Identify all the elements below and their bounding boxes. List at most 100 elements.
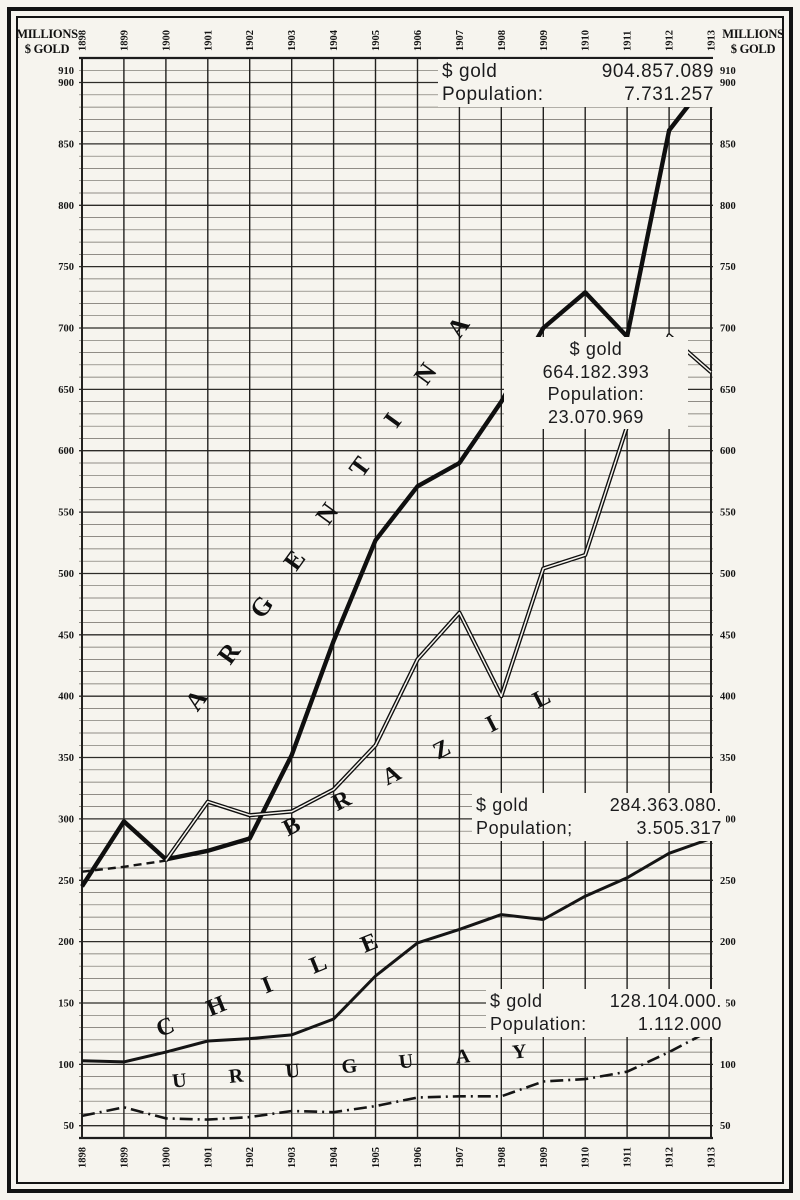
x-year-label-bottom: 1900 bbox=[161, 1147, 172, 1168]
y-tick-label-right: 300 bbox=[720, 814, 736, 825]
y-tick-label-left: 910 bbox=[58, 66, 74, 77]
x-year-label-bottom: 1902 bbox=[245, 1147, 256, 1168]
y-tick-label-left: 500 bbox=[58, 569, 74, 580]
series-line-uruguay bbox=[81, 1028, 712, 1121]
x-year-label-top: 1910 bbox=[581, 30, 592, 51]
series-label-letter-argentina: N bbox=[408, 357, 443, 389]
population-value: 3.505.317 bbox=[636, 818, 722, 838]
y-tick-label-left: 100 bbox=[58, 1060, 74, 1071]
x-year-label-top: 1911 bbox=[623, 31, 634, 51]
series-label-letter-uruguay: Y bbox=[511, 1040, 528, 1063]
y-tick-label-right: 800 bbox=[720, 201, 736, 212]
annotation-chile: $ gold 284.363.080. Population; 3.505.31… bbox=[472, 793, 726, 841]
x-year-label-top: 1909 bbox=[539, 30, 550, 51]
series-label-letter-chile: C bbox=[152, 1012, 178, 1043]
gold-label: $ gold bbox=[442, 61, 498, 82]
y-tick-label-left: 550 bbox=[58, 508, 74, 519]
x-year-label-top: 1899 bbox=[119, 30, 130, 51]
series-label-letter-uruguay: R bbox=[228, 1064, 245, 1087]
y-tick-label-left: 450 bbox=[58, 630, 74, 641]
x-year-label-bottom: 1910 bbox=[581, 1147, 592, 1168]
y-tick-label-right: 350 bbox=[720, 753, 736, 764]
y-tick-label-left: 150 bbox=[58, 999, 74, 1010]
y-tick-label-right: 650 bbox=[720, 385, 736, 396]
y-tick-label-left: 300 bbox=[58, 814, 74, 825]
annotation-argentina: $ gold 904.857.089 Population: 7.731.257 bbox=[438, 59, 718, 107]
y-tick-label-right: 700 bbox=[720, 324, 736, 335]
y-tick-label-left: 700 bbox=[58, 324, 74, 335]
y-tick-label-right: 400 bbox=[720, 692, 736, 703]
series-label-letter-brazil: Z bbox=[429, 735, 455, 765]
x-year-label-bottom: 1911 bbox=[623, 1147, 634, 1167]
series-label-letter-uruguay: U bbox=[398, 1050, 415, 1073]
x-year-label-bottom: 1912 bbox=[665, 1147, 676, 1168]
series-label-letter-brazil: L bbox=[529, 684, 555, 714]
y-tick-label-left: 750 bbox=[58, 262, 74, 273]
series-label-letter-uruguay: U bbox=[284, 1060, 301, 1083]
gold-label: $ gold bbox=[490, 991, 543, 1011]
gold-value: 284.363.080. bbox=[609, 795, 722, 815]
annotation-row: Population; 3.505.317 bbox=[476, 817, 722, 840]
x-year-label-bottom: 1898 bbox=[78, 1147, 89, 1168]
y-tick-label-right: 100 bbox=[720, 1060, 736, 1071]
series-label-letter-chile: I bbox=[258, 972, 276, 1000]
y-tick-label-right: 150 bbox=[720, 999, 736, 1010]
axis-unit-label-left: MILLIONS $ GOLD bbox=[15, 27, 79, 57]
population-label: Population: bbox=[490, 1014, 587, 1034]
y-tick-label-left: 800 bbox=[58, 201, 74, 212]
x-year-label-bottom: 1905 bbox=[371, 1147, 382, 1168]
series-label-letter-uruguay: A bbox=[454, 1045, 471, 1068]
x-year-label-bottom: 1907 bbox=[455, 1147, 466, 1168]
x-year-label-bottom: 1901 bbox=[203, 1147, 214, 1168]
series-label-letter-uruguay: G bbox=[340, 1055, 358, 1079]
series-label-letter-argentina: N bbox=[310, 497, 345, 529]
x-year-label-top: 1912 bbox=[665, 30, 676, 51]
x-year-label-top: 1907 bbox=[455, 30, 466, 51]
annotation-brazil: $ gold 664.182.393 Population: 23.070.96… bbox=[504, 337, 688, 429]
y-tick-label-right: 450 bbox=[720, 630, 736, 641]
series-line-chile bbox=[81, 837, 712, 1064]
annotation-row: $ gold 284.363.080. bbox=[476, 794, 722, 817]
axis-unit-line2: $ GOLD bbox=[730, 42, 776, 56]
series-line-brazil-inner bbox=[165, 334, 712, 862]
series-label-letter-argentina: T bbox=[343, 451, 377, 482]
annotation-row: $ gold 904.857.089 bbox=[442, 60, 714, 83]
x-year-label-top: 1908 bbox=[497, 30, 508, 51]
x-year-label-bottom: 1904 bbox=[329, 1146, 340, 1168]
series-label-letter-brazil: B bbox=[279, 812, 305, 842]
annotation-row: Population: 7.731.257 bbox=[442, 83, 714, 106]
y-tick-label-right: 550 bbox=[720, 508, 736, 519]
series-label-letter-chile: H bbox=[203, 991, 230, 1022]
y-tick-label-right: 250 bbox=[720, 876, 736, 887]
y-tick-label-right: 600 bbox=[720, 446, 736, 457]
x-year-label-top: 1903 bbox=[287, 30, 298, 51]
y-tick-label-right: 850 bbox=[720, 139, 736, 150]
axis-unit-line1: MILLIONS bbox=[16, 27, 78, 41]
x-year-label-top: 1898 bbox=[78, 30, 89, 51]
series-line-brazil-dashed bbox=[81, 859, 167, 873]
y-tick-label-left: 250 bbox=[58, 876, 74, 887]
gold-label: $ gold bbox=[569, 339, 623, 359]
gold-label: $ gold bbox=[476, 795, 529, 815]
population-label: Population: bbox=[442, 84, 544, 105]
x-year-label-bottom: 1908 bbox=[497, 1147, 508, 1168]
axis-unit-line1: MILLIONS bbox=[722, 27, 784, 41]
y-tick-label-left: 900 bbox=[58, 78, 74, 89]
y-tick-label-left: 350 bbox=[58, 753, 74, 764]
y-tick-label-right: 200 bbox=[720, 937, 736, 948]
population-value: 1.112.000 bbox=[637, 1014, 722, 1034]
y-tick-label-left: 600 bbox=[58, 446, 74, 457]
y-tick-label-left: 400 bbox=[58, 692, 74, 703]
series-label-letter-argentina: R bbox=[212, 637, 247, 669]
y-tick-label-right: 910 bbox=[720, 66, 736, 77]
x-year-label-top: 1904 bbox=[329, 29, 340, 51]
axis-unit-label-right: MILLIONS $ GOLD bbox=[721, 27, 785, 57]
series-label-letter-uruguay: U bbox=[171, 1069, 188, 1092]
gold-value: 904.857.089 bbox=[601, 61, 714, 82]
y-tick-label-left: 200 bbox=[58, 937, 74, 948]
y-tick-label-right: 500 bbox=[720, 569, 736, 580]
x-year-label-bottom: 1913 bbox=[707, 1147, 718, 1168]
x-year-label-top: 1905 bbox=[371, 30, 382, 51]
y-tick-label-left: 50 bbox=[64, 1121, 75, 1132]
